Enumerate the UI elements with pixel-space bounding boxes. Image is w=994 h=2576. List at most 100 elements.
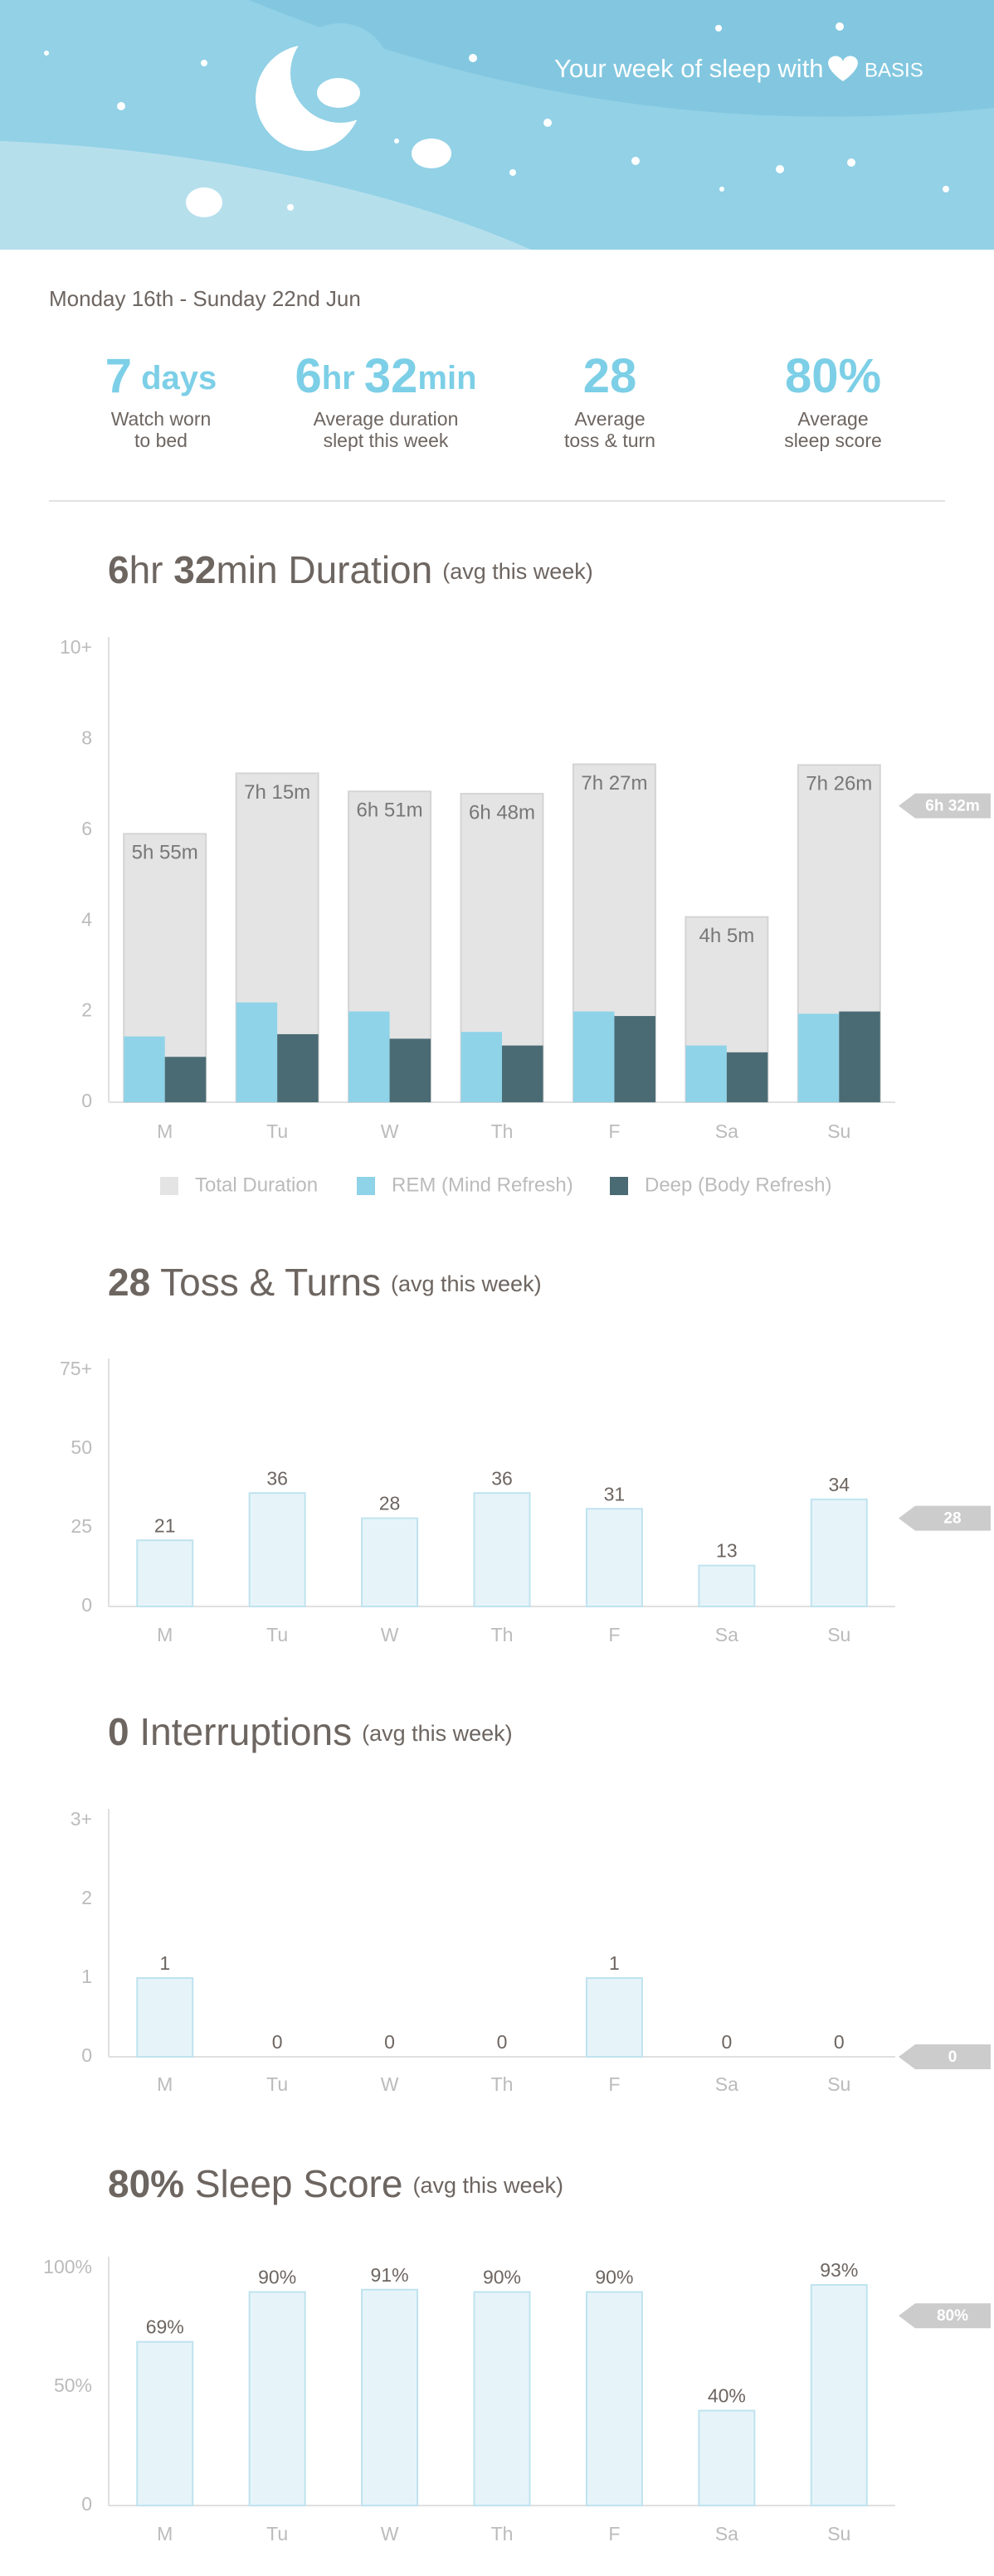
chart-title-part: hr: [129, 548, 174, 591]
value-label: 69%: [146, 2316, 184, 2338]
y-tick-label: 75+: [60, 1358, 92, 1379]
value-label: 1: [609, 1952, 620, 1974]
y-tick-label: 2: [81, 999, 92, 1021]
y-tick-label: 50: [71, 1436, 92, 1458]
bar: [685, 1045, 727, 1102]
bar: [248, 2291, 306, 2507]
stat-value: 6hr 32min: [295, 349, 476, 403]
bar: [585, 2291, 643, 2507]
value-label: 90%: [483, 2267, 521, 2288]
average-marker: [899, 793, 991, 819]
bar: [361, 1517, 419, 1607]
average-marker: [899, 1505, 991, 1531]
stat-label: Average duration: [314, 408, 459, 430]
header-title: Your week of sleep with: [554, 54, 824, 83]
value-label: 0: [497, 2031, 508, 2053]
value-label: 90%: [595, 2267, 633, 2288]
value-label: 90%: [258, 2267, 296, 2288]
bar: [460, 1032, 502, 1102]
bar: [136, 1539, 194, 1607]
x-tick-label: Th: [491, 2523, 514, 2544]
y-tick-label: 6: [81, 818, 92, 839]
x-tick-label: W: [381, 1120, 399, 1142]
chart-title-part: 6: [108, 548, 129, 591]
x-tick-label: M: [157, 2523, 173, 2544]
stat-value-part: 6: [295, 349, 321, 403]
header-wave: [249, 0, 994, 117]
average-label: 0: [948, 2049, 957, 2066]
bar: [236, 1002, 278, 1102]
average-label: 28: [943, 1510, 961, 1528]
bar: [839, 1011, 880, 1102]
value-label: 0: [384, 2031, 395, 2053]
value-label: 4h 5m: [699, 925, 755, 947]
chart-title-part: Toss & Turns: [150, 1261, 381, 1304]
value-label: 31: [604, 1483, 626, 1504]
stat-label: sleep score: [784, 430, 882, 451]
y-tick-label: 0: [81, 2044, 92, 2066]
y-tick-label: 4: [81, 908, 92, 930]
stat-value-part: 80%: [785, 349, 881, 403]
legend-label: Total Duration: [195, 1174, 318, 1196]
value-label: 21: [154, 1514, 176, 1536]
chart-title: 6hr 32min Duration (avg this week): [108, 548, 593, 591]
x-tick-label: Th: [491, 2073, 514, 2095]
x-tick-label: F: [608, 2073, 620, 2095]
value-label: 7h 27m: [581, 772, 647, 795]
bar: [585, 1977, 643, 2058]
bar: [698, 1564, 756, 1607]
brand-heart: [828, 56, 858, 81]
x-tick-label: Tu: [266, 1120, 288, 1142]
header-hill: [0, 141, 531, 250]
bar: [389, 1038, 431, 1102]
chart-title: 80% Sleep Score (avg this week): [108, 2162, 563, 2205]
bar: [361, 2288, 419, 2506]
chart-title-part: Sleep Score: [184, 2162, 402, 2205]
value-label: 34: [828, 1474, 850, 1495]
value-label: 6h 51m: [357, 800, 423, 822]
y-tick-label: 1: [81, 1966, 92, 1987]
bar: [585, 1508, 643, 1607]
chart-title-part: 32: [173, 548, 216, 591]
value-label: 0: [721, 2031, 732, 2053]
chart-title-part: 28: [108, 1261, 150, 1304]
x-tick-label: Sa: [715, 1120, 738, 1142]
bar: [277, 1033, 319, 1102]
value-label: 1: [159, 1952, 170, 1974]
brand-name: BASIS: [865, 59, 923, 81]
y-tick-label: 0: [81, 2493, 92, 2515]
y-tick-label: 3+: [71, 1808, 92, 1830]
value-label: 36: [491, 1467, 513, 1489]
chart-subtitle: (avg this week): [412, 2173, 563, 2198]
y-tick-label: 0: [81, 1090, 92, 1111]
legend-label: REM (Mind Refresh): [392, 1174, 573, 1196]
y-tick-label: 0: [81, 1594, 92, 1616]
bar: [473, 2291, 531, 2507]
stat-value: 28: [583, 349, 637, 403]
bar: [164, 1057, 207, 1102]
chart-title: 0 Interruptions (avg this week): [108, 1710, 513, 1753]
value-label: 6h 48m: [469, 801, 535, 824]
bar: [124, 1036, 165, 1102]
y-tick-label: 8: [81, 727, 92, 748]
y-tick-label: 2: [81, 1887, 92, 1908]
x-tick-label: W: [381, 2523, 399, 2544]
y-tick-label: 10+: [60, 636, 92, 658]
stars: [44, 22, 949, 211]
average-marker: [899, 2303, 991, 2329]
stat-label: Watch worn: [111, 408, 212, 430]
x-tick-label: Th: [491, 1120, 514, 1142]
chart-title: 28 Toss & Turns (avg this week): [108, 1261, 542, 1304]
bar: [248, 1492, 306, 1607]
bar: [614, 1016, 655, 1102]
bar: [810, 2284, 868, 2507]
x-tick-label: Su: [827, 2523, 850, 2544]
legend-swatch: [160, 1177, 178, 1195]
x-tick-label: Sa: [715, 1624, 738, 1645]
y-tick-label: 100%: [43, 2256, 92, 2277]
chart-title-part: 80%: [108, 2162, 184, 2205]
x-tick-label: Tu: [266, 2073, 288, 2095]
x-tick-label: F: [608, 1120, 620, 1142]
x-tick-label: Su: [827, 1624, 850, 1645]
